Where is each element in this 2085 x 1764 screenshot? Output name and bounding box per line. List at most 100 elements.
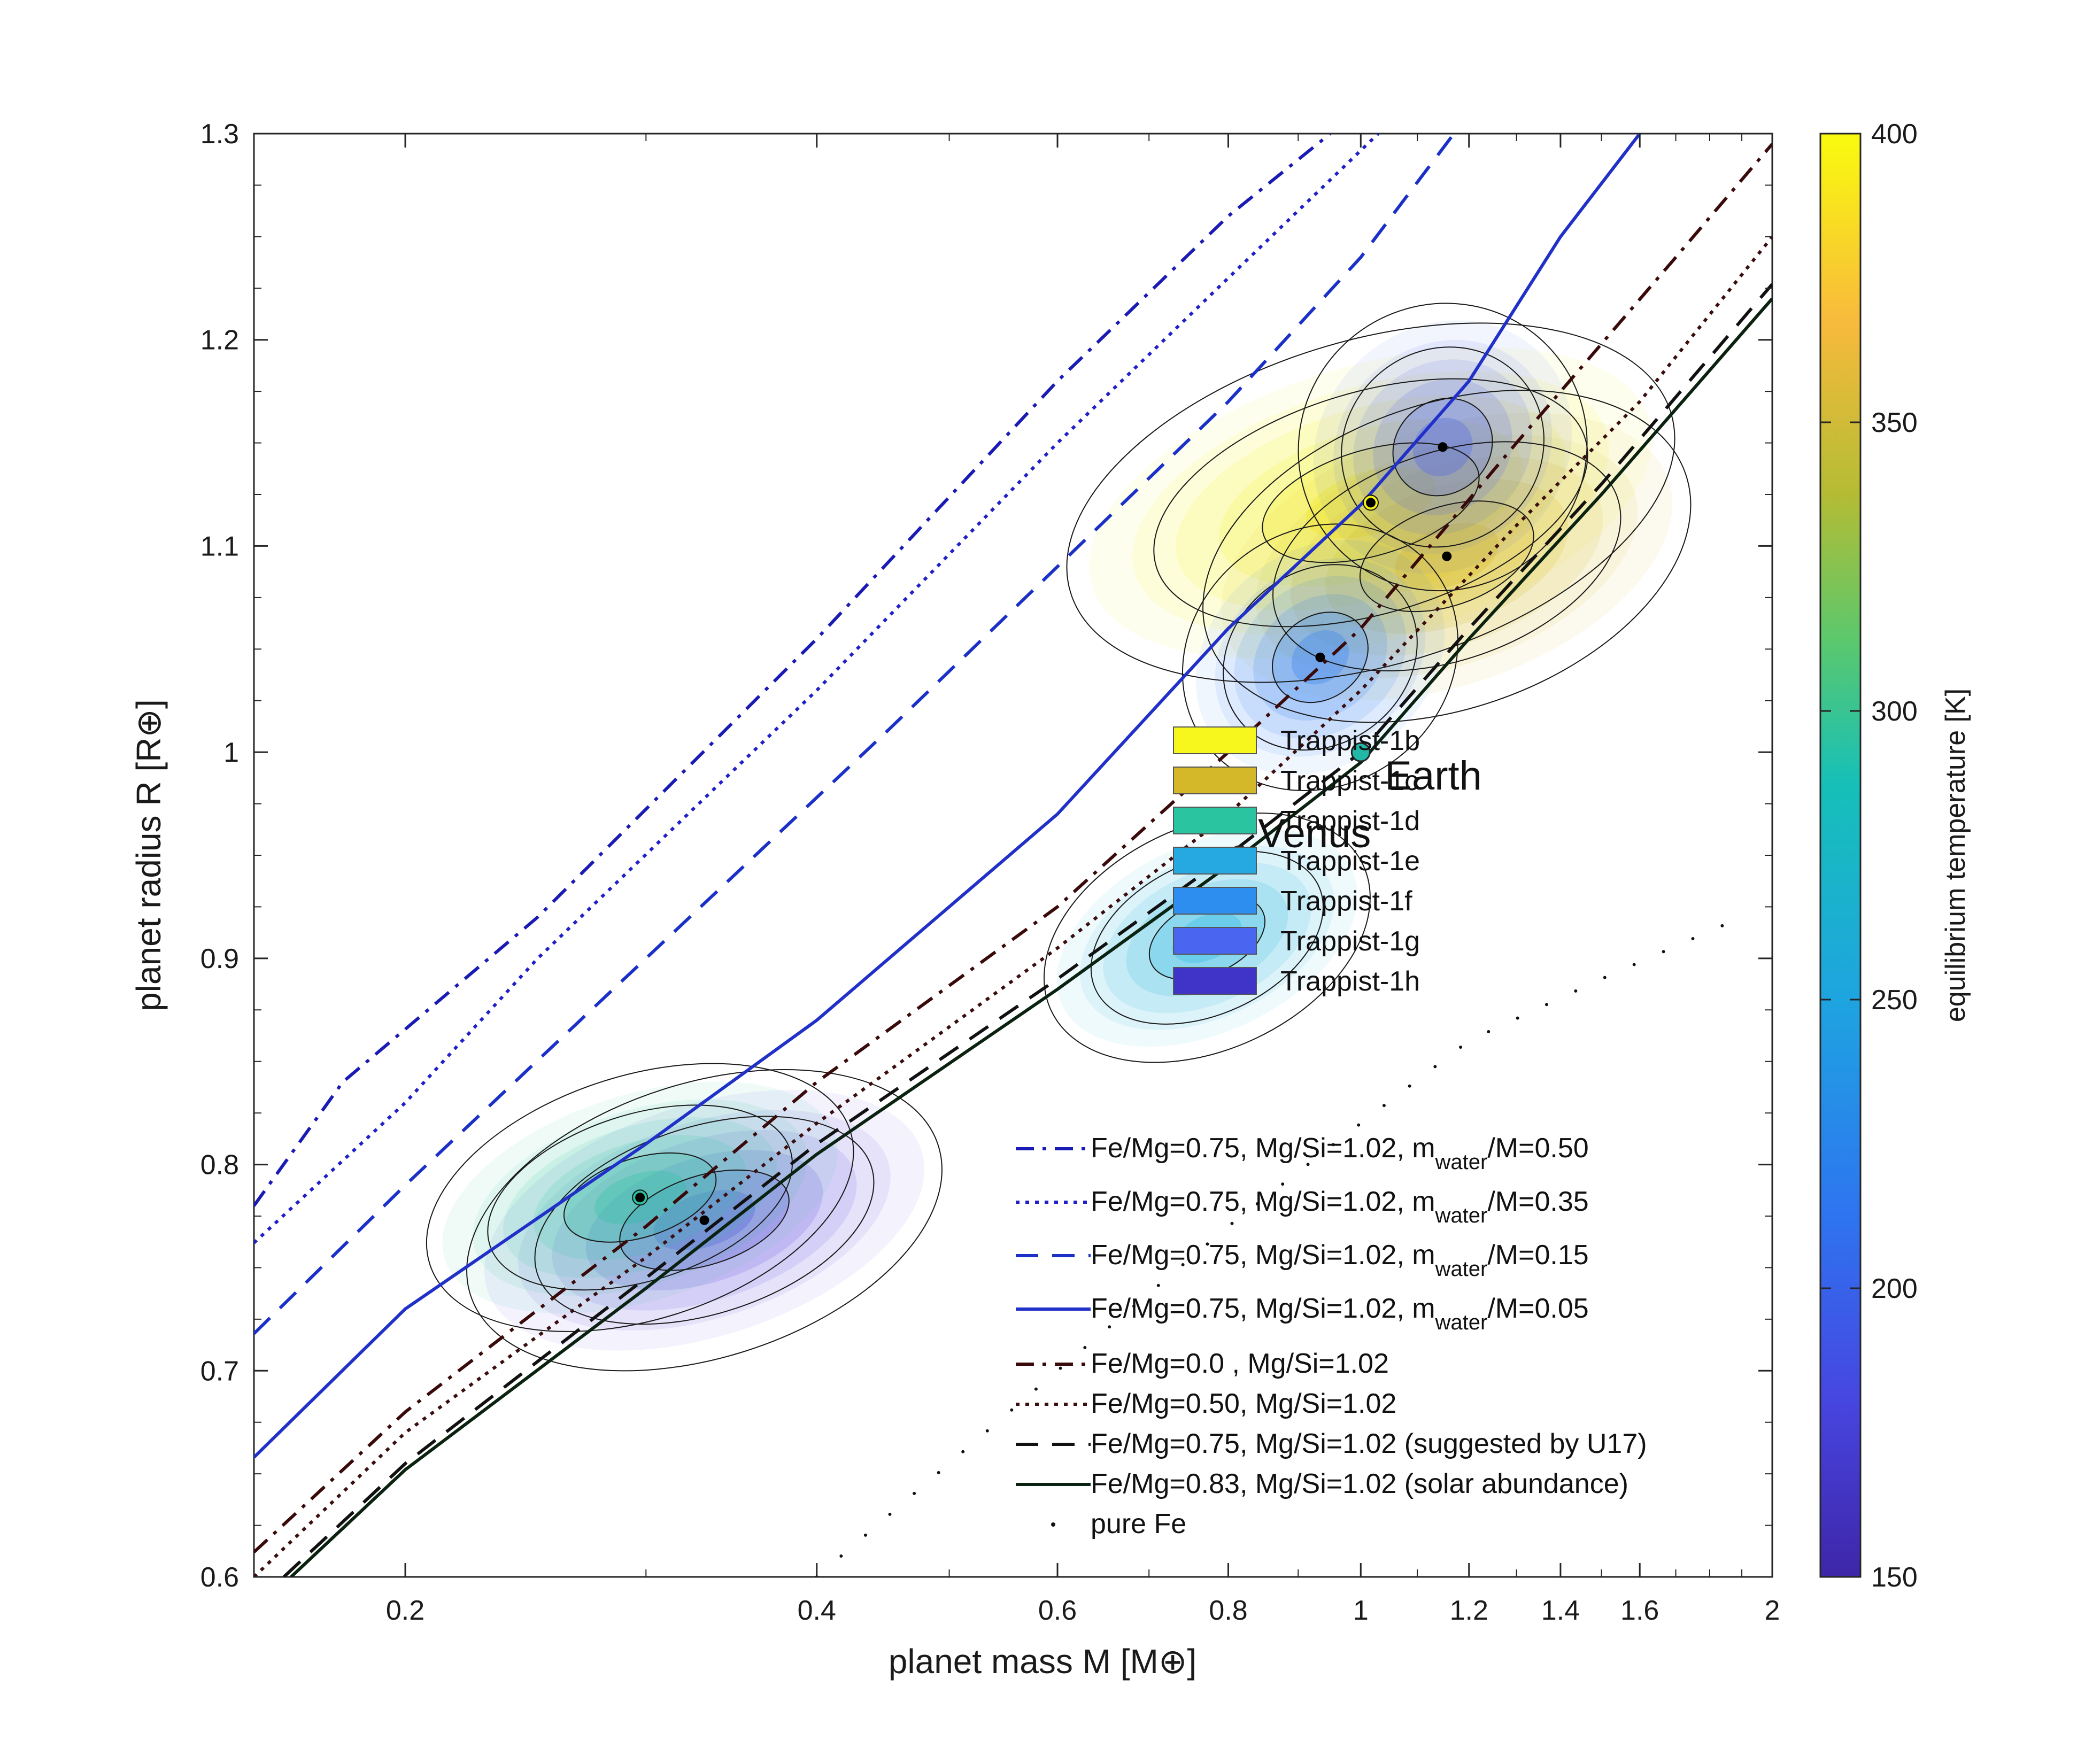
planet-legend-label: Trappist-1b	[1280, 725, 1420, 756]
legend-entry-subscript: water	[1435, 1257, 1488, 1281]
contour-line	[466, 1069, 943, 1372]
planet-legend-swatch	[1173, 767, 1257, 794]
contour-line	[1262, 442, 1480, 563]
colorbar-tick-label: 350	[1871, 407, 1918, 438]
posterior-contours	[426, 303, 1692, 1372]
planet-legend-label: Trappist-1h	[1280, 966, 1420, 997]
planet-legend-label: Trappist-1g	[1280, 926, 1420, 957]
legend-entry-main: Fe/Mg=0.83, Mg/Si=1.02 (solar abundance)	[1091, 1468, 1628, 1499]
y-tick-label: 0.6	[200, 1562, 239, 1593]
composition-curves	[254, 134, 1772, 1577]
legend-entry-main: Fe/Mg=0.75, Mg/Si=1.02 (suggested by U17…	[1091, 1428, 1647, 1459]
planet-legend-label: Trappist-1d	[1280, 806, 1420, 837]
colorbar-tick-label: 150	[1871, 1562, 1918, 1593]
y-tick-label: 1.2	[200, 325, 239, 356]
legend-entry-main: Fe/Mg=0.0 , Mg/Si=1.02	[1091, 1348, 1389, 1379]
y-tick-label: 0.8	[200, 1150, 239, 1181]
plot-area	[253, 133, 1773, 1578]
contour-line	[1202, 390, 1692, 723]
planet-marker-trappist-1g	[1438, 442, 1448, 452]
x-tick-label: 1	[1353, 1595, 1369, 1626]
axis-ticks: 0.2 0.4 0.6 0.8 1 1.2 1.4 1.6 2 0.6 0.7 0.8 0.9 1 1.1 1…	[200, 119, 1780, 1626]
contour-line	[1392, 398, 1493, 497]
legend-entry-main: Fe/Mg=0.75, Mg/Si=1.02, m	[1091, 1240, 1435, 1271]
planet-marker-trappist-1d	[635, 1193, 645, 1203]
legend-entry-subscript: water	[1435, 1204, 1488, 1227]
legend-entry-tail: /M=0.35	[1487, 1186, 1588, 1217]
contour-trappist-1c	[1202, 390, 1692, 723]
legend-entry-main: pure Fe	[1091, 1508, 1186, 1539]
colorbar-label: equilibrium temperature [K]	[1940, 688, 1971, 1022]
series-line-1	[254, 134, 1380, 1244]
x-tick-label: 2	[1765, 1595, 1780, 1626]
contour-line	[1341, 346, 1545, 548]
legend-entry-3: Fe/Mg=0.75, Mg/Si=1.02, mwater/M=0.05	[1091, 1293, 1589, 1334]
legend-entry-main: Fe/Mg=0.75, Mg/Si=1.02, m	[1091, 1186, 1435, 1217]
legend-entry-4: Fe/Mg=0.0 , Mg/Si=1.02	[1091, 1348, 1389, 1379]
legend-entry-8: pure Fe	[1091, 1508, 1186, 1539]
legend-entry-subscript: water	[1435, 1150, 1488, 1174]
contour-line	[487, 1104, 793, 1291]
y-tick-label: 1	[223, 737, 239, 768]
planet-legend-swatch	[1173, 887, 1257, 915]
y-tick-label: 0.7	[200, 1356, 239, 1387]
legend-entry-0: Fe/Mg=0.75, Mg/Si=1.02, mwater/M=0.50	[1091, 1133, 1589, 1174]
y-tick-label: 1.1	[200, 531, 239, 562]
x-axis-label: planet mass M [M⊕]	[889, 1642, 1196, 1681]
planet-marker-trappist-1h	[699, 1215, 709, 1225]
legend-entry-tail: /M=0.05	[1487, 1293, 1588, 1324]
x-tick-label: 0.8	[1209, 1595, 1247, 1626]
planet-legend-label: Trappist-1e	[1280, 846, 1420, 877]
legend-entry-1: Fe/Mg=0.75, Mg/Si=1.02, mwater/M=0.35	[1091, 1186, 1589, 1227]
colorbar-tick-label: 400	[1871, 119, 1918, 150]
contour-line	[1153, 378, 1588, 628]
legend-entry-2: Fe/Mg=0.75, Mg/Si=1.02, mwater/M=0.15	[1091, 1240, 1589, 1281]
reference-marker-earth	[1350, 742, 1371, 762]
series-line-2	[254, 134, 1455, 1335]
legend-entry-tail: /M=0.50	[1487, 1133, 1588, 1164]
y-axis-label: planet radius R [R⊕]	[129, 699, 168, 1011]
series-line-7	[290, 297, 1772, 1577]
composition-legend: Fe/Mg=0.75, Mg/Si=1.02, mwater/M=0.50Fe/…	[1016, 1133, 1647, 1539]
colorbar-tick-label: 300	[1871, 696, 1918, 727]
contour-trappist-1h	[466, 1069, 943, 1372]
planet-marker-trappist-1f	[1315, 652, 1325, 662]
planet-legend-swatch	[1173, 726, 1257, 754]
series-line-3	[254, 134, 1641, 1459]
series-line-6	[282, 283, 1772, 1577]
x-tick-label: 0.4	[798, 1595, 836, 1626]
colorbar: 150 200 250 300 350 400 equilibrium temperatu…	[1819, 119, 1971, 1593]
colorbar-gradient	[1819, 133, 1862, 1578]
series-line-5	[254, 236, 1772, 1577]
reference-label-venus: Venus	[1258, 811, 1371, 856]
planet-legend-label: Trappist-1c	[1280, 765, 1418, 796]
legend-entry-main: Fe/Mg=0.50, Mg/Si=1.02	[1091, 1388, 1396, 1419]
contour-line	[534, 1116, 875, 1325]
contour-line	[1223, 564, 1418, 751]
planet-marker-trappist-1b	[1366, 498, 1376, 508]
planet-legend-swatch	[1173, 847, 1257, 875]
planet-legend-label: Trappist-1f	[1280, 886, 1412, 917]
x-tick-label: 1.4	[1541, 1595, 1580, 1626]
legend-entry-main: Fe/Mg=0.75, Mg/Si=1.02, m	[1091, 1133, 1435, 1164]
legend-entry-7: Fe/Mg=0.83, Mg/Si=1.02 (solar abundance)	[1091, 1468, 1628, 1499]
contour-line	[1044, 813, 1371, 1063]
legend-entry-5: Fe/Mg=0.50, Mg/Si=1.02	[1091, 1388, 1396, 1419]
reference-label-earth: Earth	[1385, 753, 1482, 799]
colorbar-tick-label: 200	[1871, 1273, 1918, 1304]
series-line-4	[254, 143, 1772, 1553]
planet-legend: Trappist-1b Trappist-1c Trappist-1d Trappis…	[1173, 725, 1420, 997]
x-tick-label: 1.2	[1450, 1595, 1488, 1626]
x-tick-label: 1.6	[1620, 1595, 1659, 1626]
legend-entry-main: Fe/Mg=0.75, Mg/Si=1.02, m	[1091, 1293, 1435, 1324]
y-tick-label: 0.9	[200, 943, 239, 974]
colorbar-ticks: 150 200 250 300 350 400	[1820, 119, 1918, 1593]
planet-legend-swatch	[1173, 927, 1257, 955]
legend-entry-tail: /M=0.15	[1487, 1240, 1588, 1271]
contour-line	[563, 1152, 717, 1243]
y-tick-label: 1.3	[200, 119, 239, 150]
contour-line	[1272, 441, 1621, 671]
x-tick-label: 0.6	[1038, 1595, 1077, 1626]
x-tick-label: 0.2	[386, 1595, 424, 1626]
planet-marker-trappist-1c	[1442, 551, 1452, 561]
